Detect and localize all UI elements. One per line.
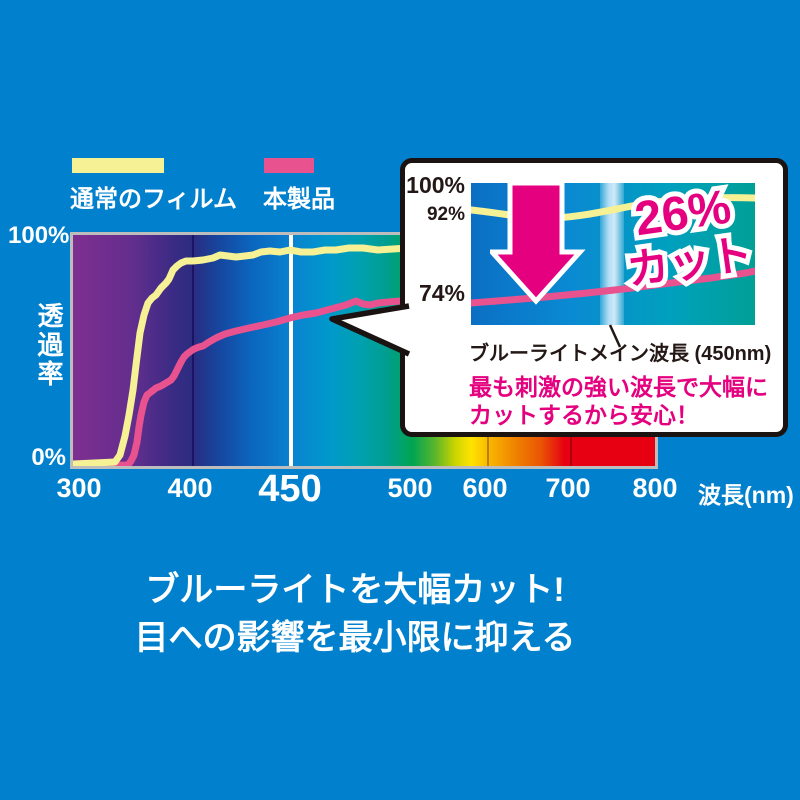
x-tick-300: 300 — [56, 473, 102, 503]
callout-box: 100% 92% 74% 26% カット ブルーライトメイン波長 (450nm)… — [400, 158, 788, 437]
x-tick-500: 500 — [387, 473, 433, 503]
down-arrow-icon — [490, 183, 586, 305]
legend-label-product: 本製品 — [263, 186, 335, 213]
mini-product-curve — [471, 267, 755, 307]
legend-label-normal-film: 通常のフィルム — [70, 186, 238, 213]
callout-label-92: 92% — [426, 204, 465, 225]
x-tick-700: 700 — [545, 473, 591, 503]
callout-label-74: 74% — [418, 280, 465, 306]
x-tick-600: 600 — [462, 473, 508, 503]
headline: ブルーライトを大幅カット! 目への影響を最小限に抑える — [0, 566, 710, 662]
guide-line-450nm — [289, 235, 293, 466]
x-tick-450: 450 — [258, 468, 322, 510]
leader-line — [608, 324, 622, 348]
headline-line1: ブルーライトを大幅カット! — [145, 571, 565, 609]
callout-note-line2: カットするから安心！ — [469, 402, 699, 428]
normal-film-curve — [73, 239, 655, 466]
callout-tail — [329, 303, 411, 357]
callout-label-100: 100% — [406, 172, 465, 198]
x-tick-400: 400 — [167, 473, 213, 503]
headline-line2: 目への影響を最小限に抑える — [134, 619, 576, 657]
legend-swatch-normal-film — [72, 158, 164, 173]
legend-swatch-product — [264, 158, 314, 173]
callout-caption: ブルーライトメイン波長 (450nm) — [469, 343, 772, 365]
y-axis-min-label: 0% — [31, 444, 66, 471]
callout-mini-chart: 26% カット — [471, 183, 755, 325]
x-tick-800: 800 — [632, 473, 678, 503]
callout-note-line1: 最も刺激の強い波長で大幅に — [469, 374, 768, 400]
y-axis-max-label: 100% — [8, 222, 70, 249]
x-axis-unit-label: 波長(nm) — [698, 482, 794, 508]
y-axis-title: 透過率 — [34, 302, 64, 389]
cut-percentage-text: 26% カット — [619, 183, 755, 299]
